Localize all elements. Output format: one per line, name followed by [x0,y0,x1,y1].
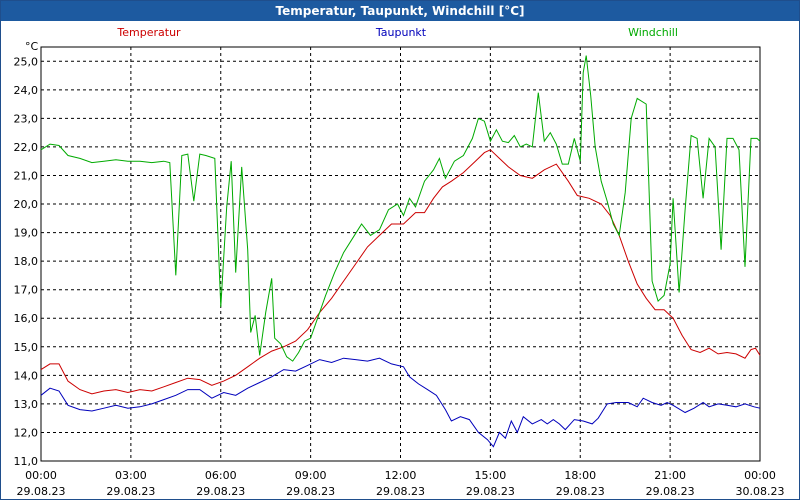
legend-temperatur: Temperatur [116,26,181,39]
x-tick-date: 29.08.23 [286,485,335,498]
x-tick-date: 29.08.23 [556,485,605,498]
x-axis-ticks: 00:00 29.08.23 03:00 29.08.23 06:00 29.08.23 0… [17,469,785,498]
y-tick-label: 12,0 [14,426,39,439]
y-tick-label: 18,0 [14,255,39,268]
x-tick-time: 12:00 [385,469,417,482]
y-axis-ticks: 11,0 12,0 13,0 14,0 15,0 16,0 17,0 18,0 19,0 20,0… [14,55,39,468]
x-tick-date: 29.08.23 [17,485,66,498]
line-chart: 11,0 12,0 13,0 14,0 15,0 16,0 17,0 18,0 19,0 20,0… [14,26,785,498]
y-tick-label: 14,0 [14,369,39,382]
legend-taupunkt: Taupunkt [375,26,427,39]
x-tick-date: 29.08.23 [646,485,695,498]
y-axis-unit-label: °C [25,40,39,53]
x-tick-date: 29.08.23 [376,485,425,498]
x-tick-time: 21:00 [654,469,686,482]
x-tick-date: 29.08.23 [466,485,515,498]
x-tick-time: 06:00 [205,469,237,482]
y-tick-label: 13,0 [14,398,39,411]
y-tick-label: 22,0 [14,141,39,154]
x-tick-date: 29.08.23 [106,485,155,498]
x-tick-time: 03:00 [115,469,147,482]
legend-windchill: Windchill [628,26,678,39]
x-tick-time: 00:00 [25,469,57,482]
series-lines [40,55,761,448]
y-tick-label: 11,0 [14,455,39,468]
y-tick-label: 19,0 [14,227,39,240]
series-line-temperatur [40,149,761,395]
x-tick-date: 29.08.23 [196,485,245,498]
x-tick-date: 30.08.23 [736,485,785,498]
y-tick-label: 23,0 [14,112,39,125]
series-line-taupunkt [40,357,761,448]
y-tick-label: 25,0 [14,55,39,68]
y-tick-label: 16,0 [14,312,39,325]
y-tick-label: 21,0 [14,169,39,182]
y-tick-label: 17,0 [14,284,39,297]
x-tick-time: 15:00 [475,469,507,482]
series-line-windchill [40,55,761,362]
y-tick-label: 15,0 [14,341,39,354]
x-tick-time: 00:00 [744,469,776,482]
x-tick-time: 09:00 [295,469,327,482]
y-tick-label: 24,0 [14,84,39,97]
chart-title: Temperatur, Taupunkt, Windchill [°C] [1,1,799,21]
y-tick-label: 20,0 [14,198,39,211]
x-tick-time: 18:00 [564,469,596,482]
